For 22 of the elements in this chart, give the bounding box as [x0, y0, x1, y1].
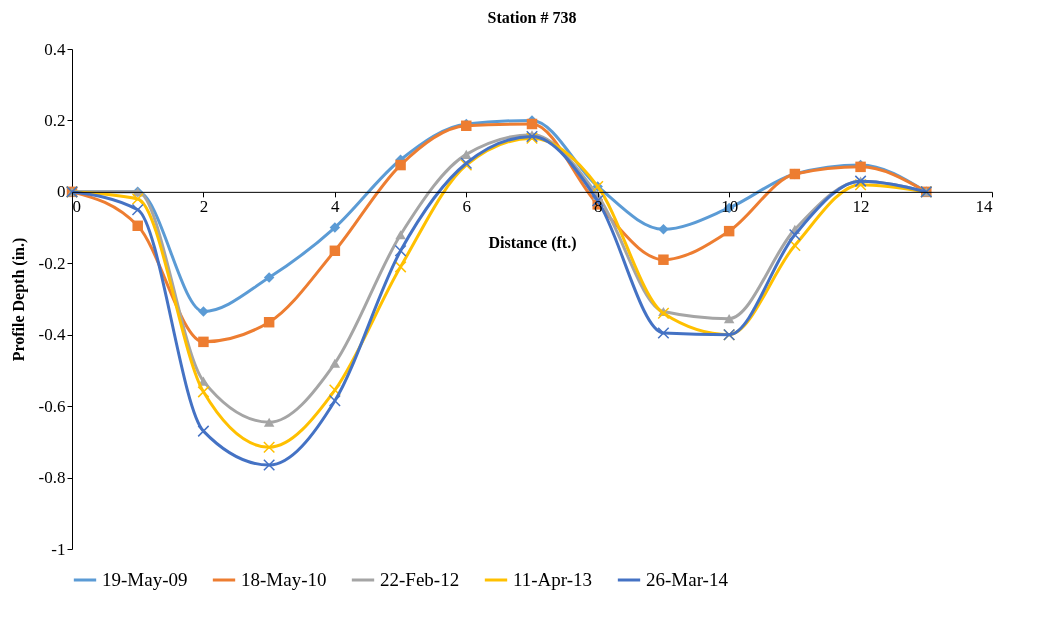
y-tick-label: -0.4: [38, 325, 66, 345]
x-axis-title: Distance (ft.): [488, 234, 577, 253]
y-tick-label: -0.2: [38, 253, 66, 273]
x-tick-label: 0: [72, 197, 81, 217]
y-tick-label: -0.8: [38, 468, 66, 488]
y-axis-title: Profile Depth (in.): [9, 237, 28, 362]
y-tick-label: 0.4: [44, 39, 66, 59]
legend-label: 22-Feb-12: [380, 569, 460, 590]
legend-label: 19-May-09: [102, 569, 188, 590]
x-tick-label: 12: [852, 197, 870, 217]
y-tick-label: -1: [51, 539, 66, 559]
x-tick-label: 4: [331, 197, 341, 217]
legend-label: 26-Mar-14: [646, 569, 729, 590]
y-tick-label: -0.6: [38, 396, 66, 416]
y-tick-label: 0: [57, 182, 66, 202]
x-tick-label: 14: [975, 197, 993, 217]
x-tick-label: 6: [462, 197, 472, 217]
x-tick-label: 2: [199, 197, 209, 217]
chart-title: Station # 738: [487, 9, 577, 26]
legend-label: 11-Apr-13: [513, 569, 593, 590]
legend-label: 18-May-10: [241, 569, 327, 590]
y-tick-label: 0.2: [44, 110, 66, 130]
